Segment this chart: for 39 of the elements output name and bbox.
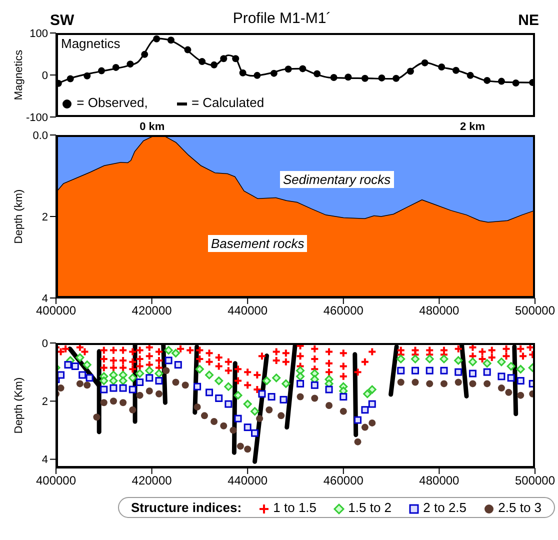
chart-title: Profile M1-M1´ xyxy=(232,10,332,27)
y-axis-title: Depth (Km) xyxy=(12,377,25,434)
annotation: Magnetics xyxy=(61,36,120,51)
legend-label: = Calculated xyxy=(190,95,264,110)
y-tick-label: -100 xyxy=(26,112,48,124)
x-tick-label: 400000 xyxy=(36,474,76,488)
x-tick-label: 440000 xyxy=(228,304,268,318)
x-tick-label: 480000 xyxy=(419,474,460,488)
series-label: Basement rocks xyxy=(208,235,308,252)
legend-label: 2.5 to 3 xyxy=(497,500,542,515)
y-tick-label: 0 xyxy=(42,70,48,82)
x-tick-label: 500000 xyxy=(514,304,556,318)
y-axis-title: Magnetics xyxy=(12,49,25,100)
y-tick-label: 100 xyxy=(30,28,48,40)
x-tick-label: 420000 xyxy=(132,474,172,488)
x-tick-label: 420000 xyxy=(132,304,172,318)
y-axis-title: Depth (km) xyxy=(12,189,25,244)
x-tick-label: 440000 xyxy=(228,474,268,488)
legend-label: 2 to 2.5 xyxy=(422,500,467,515)
x-tick-label: 460000 xyxy=(323,474,364,488)
legend-label: = Observed, xyxy=(76,95,148,110)
x2-tick-label: 0 km xyxy=(138,121,166,133)
y-tick-label: 4 xyxy=(42,292,48,305)
text: NE xyxy=(518,12,539,29)
series-label: Sedimentary rocks xyxy=(280,171,394,188)
y-tick-label: 0.0 xyxy=(32,130,48,142)
x2-tick-label: 2 km xyxy=(458,121,486,133)
legend-label: 1.5 to 2 xyxy=(347,500,392,515)
y-tick-label: 2 xyxy=(42,396,48,408)
x-tick-label: 480000 xyxy=(419,304,460,318)
x-tick-label: 500000 xyxy=(514,474,556,488)
y-tick-label: 4 xyxy=(42,454,48,466)
legend-label: 1 to 1.5 xyxy=(272,500,317,515)
text: SW xyxy=(50,12,74,29)
x-tick-label: 460000 xyxy=(323,304,364,318)
x-tick-label: 400000 xyxy=(36,304,76,318)
y-tick-label: 0 xyxy=(42,338,48,350)
legend-title: Structure indices: xyxy=(131,500,242,515)
y-tick-label: 2 xyxy=(42,211,48,224)
